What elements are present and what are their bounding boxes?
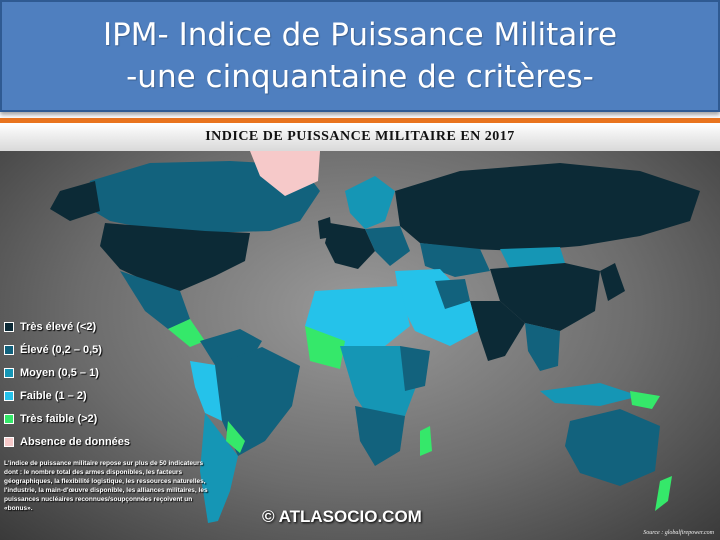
western-europe-region: [325, 223, 375, 269]
title-banner: IPM- Indice de Puissance Militaire -une …: [0, 0, 720, 112]
legend-swatch: [4, 413, 14, 424]
peru-bolivia-region: [190, 361, 222, 421]
india-region: [470, 301, 525, 361]
legend-label: Très faible (>2): [20, 412, 98, 425]
legend-label: Faible (1 – 2): [20, 389, 87, 402]
scandinavia-region: [345, 176, 395, 229]
legend-label: Absence de données: [20, 435, 131, 448]
slide-title-line-2: -une cinquantaine de critères-: [126, 59, 594, 95]
legend: Très élevé (<2) Élevé (0,2 – 0,5) Moyen …: [4, 315, 204, 453]
middle-east-region: [395, 269, 478, 346]
copyright-mark: © ATLASOCIO.COM: [262, 507, 422, 526]
legend-item: Élevé (0,2 – 0,5): [4, 338, 204, 361]
legend-label: Élevé (0,2 – 0,5): [20, 343, 102, 356]
eastern-europe-region: [365, 226, 410, 266]
legend-swatch: [4, 390, 14, 401]
north-africa-region: [305, 286, 410, 346]
legend-swatch: [4, 367, 14, 378]
alaska-region: [50, 181, 100, 221]
legend-label: Très élevé (<2): [20, 320, 97, 333]
legend-swatch: [4, 321, 14, 332]
southeast-asia-region: [525, 323, 560, 371]
slide-title-line-1: IPM- Indice de Puissance Militaire: [102, 17, 618, 53]
new-zealand-region: [655, 476, 672, 511]
legend-item: Très faible (>2): [4, 407, 204, 430]
sahel-region: [305, 326, 345, 369]
paraguay-uruguay-region: [226, 421, 245, 453]
map-figure: INDICE DE PUISSANCE MILITAIRE EN 2017: [0, 118, 720, 540]
australia-region: [565, 409, 660, 486]
legend-swatch: [4, 436, 14, 447]
papua-region: [630, 391, 660, 409]
usa-region: [100, 223, 250, 291]
greenland-region: [250, 151, 320, 196]
east-africa-region: [400, 346, 430, 391]
uk-region: [318, 217, 332, 239]
argentina-chile-region: [200, 413, 238, 523]
russia-region: [395, 163, 700, 251]
world-map: [50, 151, 700, 523]
legend-item: Faible (1 – 2): [4, 384, 204, 407]
central-america-region: [168, 319, 205, 347]
canada-region: [85, 161, 320, 233]
kazakhstan-region: [420, 243, 490, 277]
legend-swatch: [4, 344, 14, 355]
china-region: [490, 263, 600, 331]
central-africa-region: [340, 346, 420, 426]
legend-item: Très élevé (<2): [4, 315, 204, 338]
legend-item: Moyen (0,5 – 1): [4, 361, 204, 384]
methodology-note: L'indice de puissance militaire repose s…: [4, 460, 208, 512]
map-header: INDICE DE PUISSANCE MILITAIRE EN 2017: [0, 123, 720, 151]
legend-label: Moyen (0,5 – 1): [20, 366, 99, 379]
korea-japan-region: [600, 263, 625, 301]
legend-item: Absence de données: [4, 430, 204, 453]
mexico-region: [120, 271, 190, 329]
iran-region: [435, 279, 470, 309]
source-credit: Source : globalfirepower.com: [643, 530, 714, 536]
map-title: INDICE DE PUISSANCE MILITAIRE EN 2017: [205, 129, 515, 144]
indonesia-region: [540, 383, 640, 406]
mongolia-region: [500, 247, 565, 269]
madagascar-region: [420, 426, 432, 456]
southern-africa-region: [355, 406, 405, 466]
